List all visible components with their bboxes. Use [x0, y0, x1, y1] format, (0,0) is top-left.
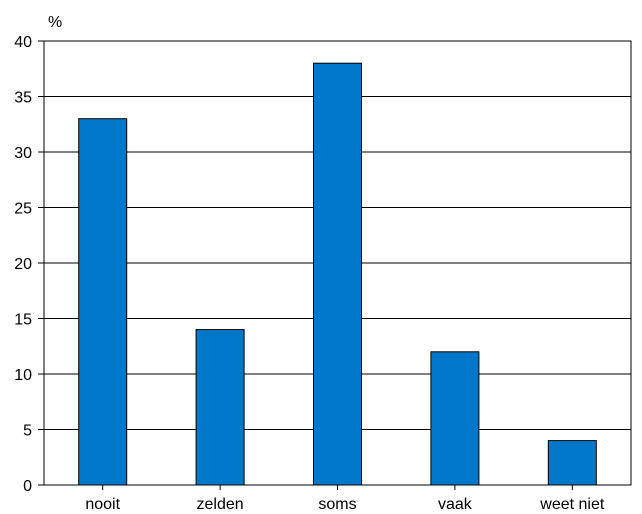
- bar-weet-niet: [547, 440, 597, 486]
- y-axis-unit-label: %: [48, 14, 62, 31]
- y-tick-label: 35: [14, 90, 32, 107]
- y-tick-label: 10: [14, 367, 32, 384]
- y-tick-label: 20: [14, 256, 32, 273]
- x-category-label: weet niet: [539, 496, 605, 513]
- y-tick-label: 15: [14, 312, 32, 329]
- bar-vaak: [430, 351, 480, 486]
- x-category-label: zelden: [197, 496, 244, 513]
- y-tick-label: 5: [23, 423, 32, 440]
- y-tick-label: 30: [14, 145, 32, 162]
- x-category-label: nooit: [85, 496, 120, 513]
- y-tick-label: 40: [14, 34, 32, 51]
- y-tick-label: 25: [14, 201, 32, 218]
- bars: [78, 62, 597, 486]
- x-axis-categories: nooit zelden soms vaak weet niet: [85, 485, 605, 513]
- y-axis-ticks: 0 5 10 15 20 25 30 35 40: [14, 34, 44, 495]
- x-category-label: soms: [318, 496, 356, 513]
- y-tick-label: 0: [23, 478, 32, 495]
- bar-zelden: [195, 329, 245, 486]
- bar-soms: [313, 62, 362, 486]
- x-category-label: vaak: [438, 496, 473, 513]
- bar-nooit: [78, 118, 128, 486]
